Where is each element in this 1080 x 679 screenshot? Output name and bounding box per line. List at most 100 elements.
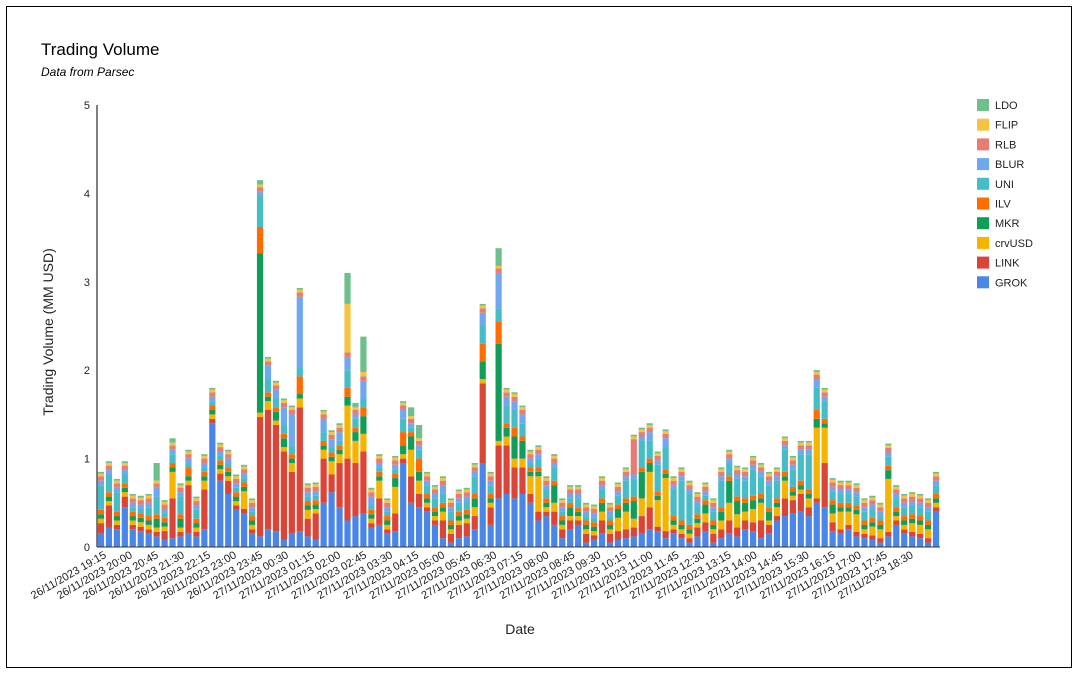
bar-segment-rlb <box>209 392 216 397</box>
y-tick-label: 4 <box>84 188 90 200</box>
bar-segment-blur <box>924 507 932 512</box>
bar-segment-grok <box>575 524 582 547</box>
bar-segment-crvusd <box>447 529 454 534</box>
bar-segment-grok <box>384 533 391 547</box>
bar-segment-blur <box>487 480 494 486</box>
bar-segment-ilv <box>233 492 240 497</box>
bar-segment-flip <box>97 473 105 477</box>
bar-segment-ilv <box>837 502 844 508</box>
bar-segment-flip <box>400 402 407 406</box>
bar-segment-crvusd <box>590 531 598 536</box>
bar-segment-crvusd <box>654 500 661 527</box>
bar-segment-ldo <box>185 449 192 452</box>
bar-segment-flip <box>137 497 144 501</box>
bar-segment-uni <box>845 493 852 503</box>
bar-segment-crvusd <box>559 524 566 530</box>
bar-segment-rlb <box>821 392 828 397</box>
bar-segment-uni <box>893 498 900 508</box>
bar-segment-ilv <box>272 407 280 412</box>
bar-segment-crvusd <box>400 454 407 459</box>
bar-segment-uni <box>710 511 717 521</box>
bar-segment-rlb <box>368 492 375 497</box>
bar-segment-uni <box>726 463 733 477</box>
bar-segment-rlb <box>535 449 542 455</box>
bar-segment-crvusd <box>320 449 327 459</box>
bar-segment-grok <box>654 531 661 547</box>
bar-segment-rlb <box>606 507 614 512</box>
bar-segment-ldo <box>535 445 542 448</box>
bar-segment-mkr <box>734 501 741 515</box>
bar-segment-crvusd <box>734 514 741 528</box>
bar-segment-ldo <box>559 498 566 501</box>
bar-segment-blur <box>296 296 303 368</box>
bar-segment-link <box>304 518 311 537</box>
bar-segment-grok <box>455 538 462 547</box>
bar-segment-uni <box>241 478 248 483</box>
bar-segment-rlb <box>169 445 176 450</box>
bar-segment-grok <box>336 507 343 547</box>
bar-segment-rlb <box>893 489 900 494</box>
bar-segment-ilv <box>201 471 208 477</box>
bar-segment-rlb <box>241 469 248 474</box>
bar-segment-rlb <box>710 502 717 508</box>
bar-segment-mkr <box>654 495 661 501</box>
bar-segment-uni <box>217 455 224 461</box>
bar-segment-rlb <box>877 507 884 512</box>
bar-segment-link <box>344 458 351 521</box>
bar-segment-ldo <box>153 463 160 481</box>
bar-segment-blur <box>272 389 280 399</box>
bar-segment-uni <box>463 501 470 510</box>
bar-segment-mkr <box>392 478 399 487</box>
bar-segment-grok <box>312 539 319 547</box>
bar-segment-ldo <box>829 478 836 480</box>
bar-segment-blur <box>734 474 741 479</box>
bar-segment-grok <box>121 507 128 547</box>
bar-segment-crvusd <box>614 517 622 532</box>
bar-segment-ldo <box>264 356 272 359</box>
bar-segment-ldo <box>590 504 598 507</box>
bar-segment-ldo <box>622 467 629 470</box>
bar-segment-rlb <box>511 396 518 402</box>
bar-segment-ldo <box>431 485 439 487</box>
bar-segment-grok <box>328 492 335 547</box>
bar-segment-rlb <box>408 418 415 424</box>
bar-segment-grok <box>423 511 431 547</box>
bar-segment-ldo <box>519 405 526 408</box>
bar-segment-flip <box>710 500 717 503</box>
bar-segment-ilv <box>153 514 160 519</box>
bar-segment-ldo <box>400 401 407 403</box>
bar-segment-rlb <box>773 471 781 477</box>
bar-segment-flip <box>670 478 677 481</box>
bar-segment-crvusd <box>344 405 351 459</box>
bar-segment-ldo <box>344 272 351 304</box>
bar-segment-blur <box>201 463 208 468</box>
bar-segment-uni <box>423 485 431 494</box>
bar-segment-link <box>272 425 280 532</box>
bar-segment-mkr <box>813 418 820 428</box>
bar-segment-rlb <box>670 480 677 486</box>
bar-segment-blur <box>606 511 614 517</box>
bar-segment-ilv <box>209 405 216 410</box>
bar-segment-uni <box>638 440 645 468</box>
bar-segment-grok <box>837 533 844 547</box>
bar-segment-ilv <box>583 520 590 525</box>
bar-segment-grok <box>773 520 781 547</box>
bar-segment-link <box>256 417 264 537</box>
bar-segment-link <box>630 527 637 537</box>
bar-segment-rlb <box>280 402 287 408</box>
bar-segment-ldo <box>575 485 582 487</box>
bar-segment-grok <box>583 542 590 547</box>
bar-segment-ilv <box>543 498 550 503</box>
bar-segment-blur <box>837 489 844 494</box>
bar-segment-crvusd <box>304 509 311 519</box>
bar-segment-grok <box>901 533 908 547</box>
bar-segment-ldo <box>821 387 828 390</box>
bar-segment-mkr <box>360 416 367 434</box>
bar-segment-link <box>241 508 248 514</box>
bar-segment-flip <box>209 389 216 393</box>
bar-segment-uni <box>169 454 176 464</box>
legend-swatch-rlb <box>977 138 989 151</box>
bar-segment-uni <box>614 495 622 505</box>
bar-segment-rlb <box>145 498 152 503</box>
bar-segment-uni <box>408 427 415 433</box>
